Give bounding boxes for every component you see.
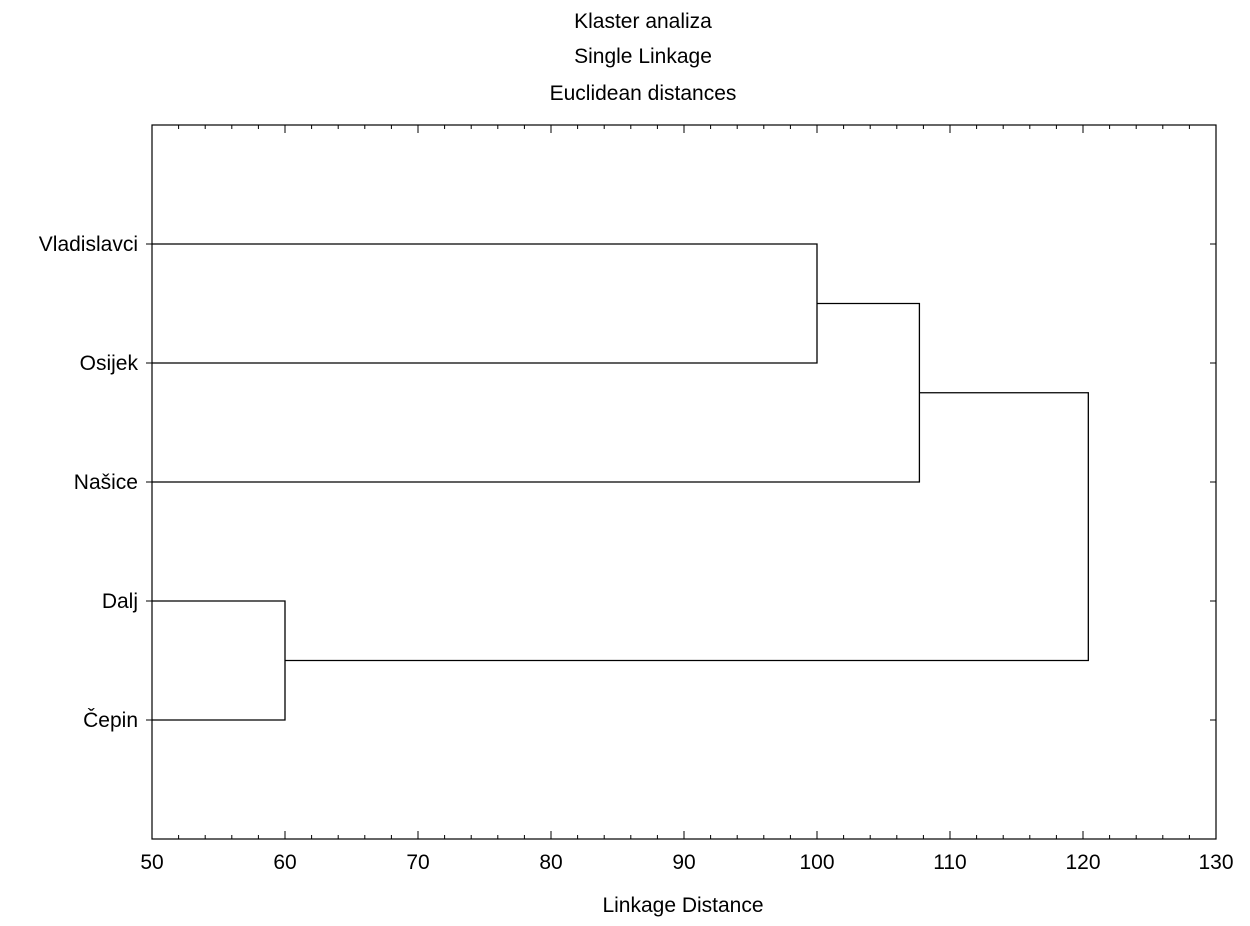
title-line-1: Klaster analiza	[574, 10, 712, 33]
chart-title: Klaster analiza Single Linkage Euclidean…	[550, 10, 737, 105]
merge-link-c3	[152, 302, 921, 483]
x-tick-label: 90	[672, 851, 695, 874]
leaf-label: Vladislavci	[39, 233, 138, 256]
x-tick-label: 120	[1065, 851, 1100, 874]
x-tick-label: 50	[140, 851, 163, 874]
title-line-2: Single Linkage	[574, 45, 712, 68]
x-tick-label: 100	[799, 851, 834, 874]
x-tick-labels: 50 60 70 80 90 100 110 120 130	[140, 851, 1233, 874]
merge-link-c2	[152, 600, 286, 721]
major-ticks	[151, 125, 1217, 839]
leaf-label: Dalj	[102, 590, 138, 613]
x-tick-label: 80	[539, 851, 562, 874]
x-tick-label: 70	[406, 851, 429, 874]
leaf-labels: Vladislavci Osijek Našice Dalj Čepin	[39, 233, 139, 732]
merge-link-c1	[152, 243, 818, 364]
leaf-label: Našice	[74, 471, 138, 494]
merge-link-c4	[285, 392, 1089, 662]
dendrogram-links	[152, 243, 1089, 721]
x-tick-label: 110	[933, 851, 966, 874]
x-tick-label: 60	[273, 851, 296, 874]
title-line-3: Euclidean distances	[550, 82, 737, 105]
minor-ticks	[178, 125, 1190, 839]
leaf-label: Čepin	[83, 709, 138, 732]
x-tick-label: 130	[1198, 851, 1233, 874]
leaf-label: Osijek	[80, 352, 139, 375]
x-axis-label: Linkage Distance	[602, 894, 763, 917]
leaf-ticks	[146, 243, 1216, 721]
